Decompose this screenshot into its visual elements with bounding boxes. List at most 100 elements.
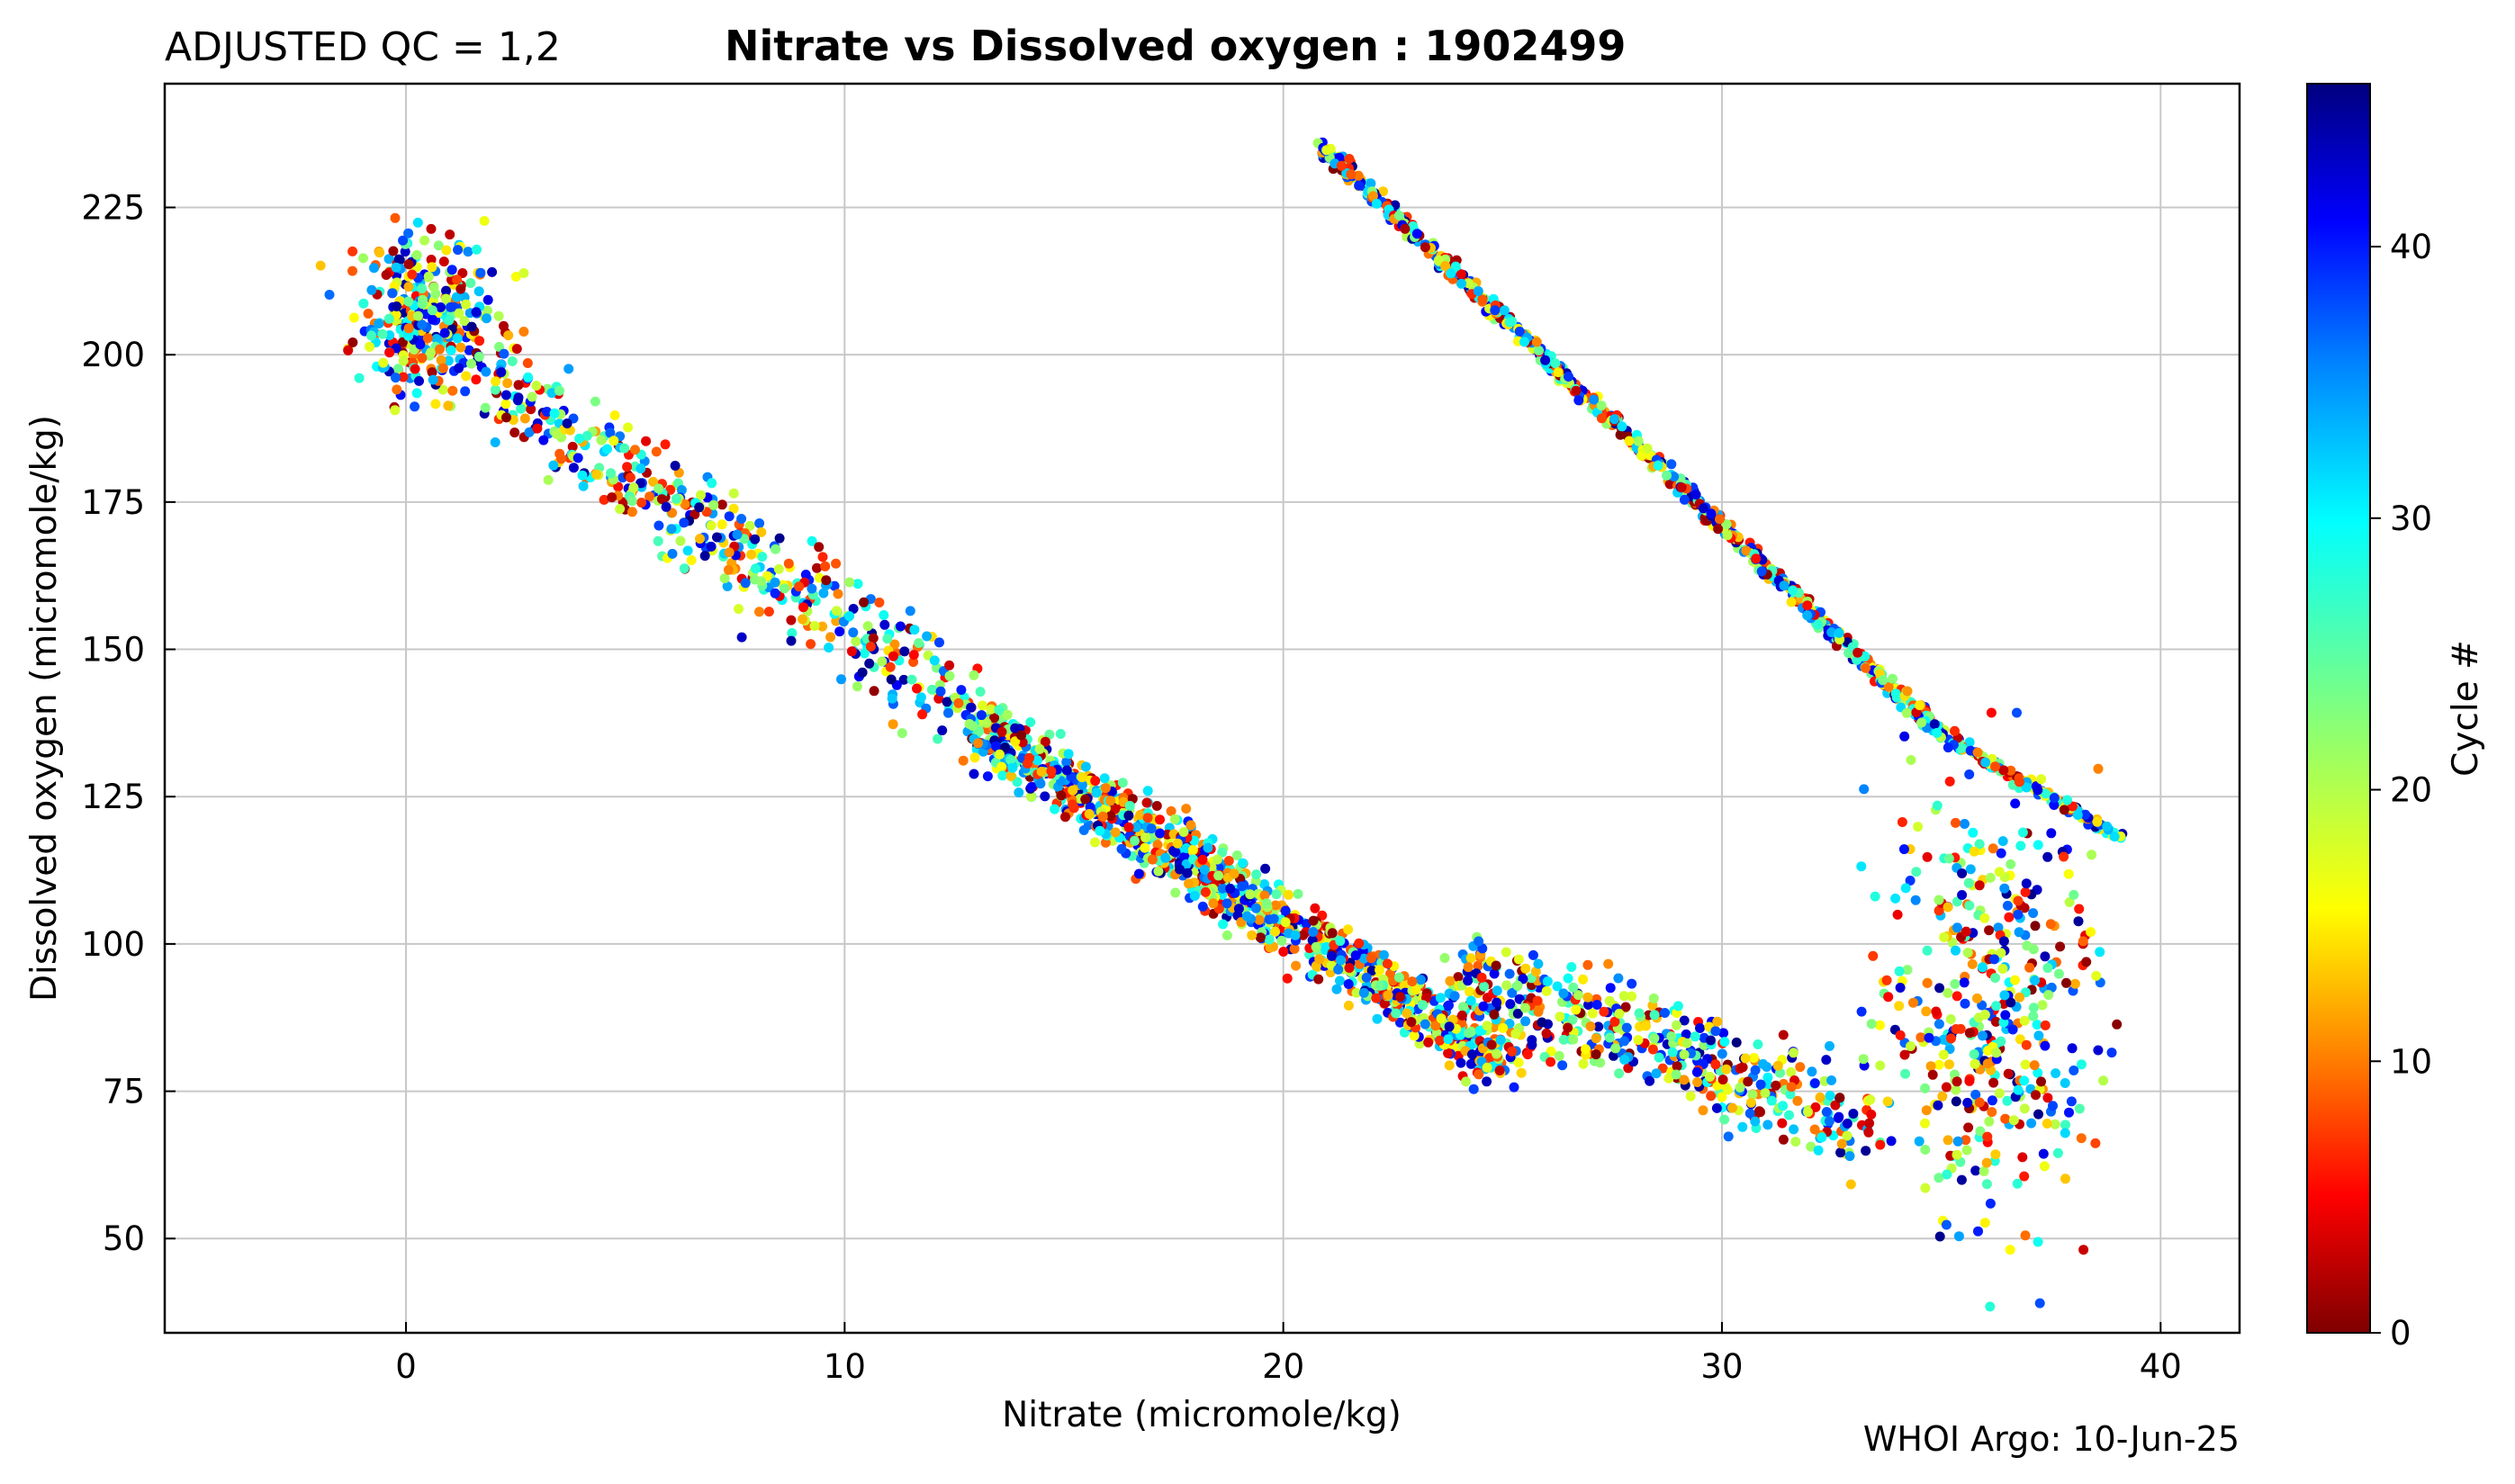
scatter-point: [460, 386, 471, 397]
scatter-point: [1238, 858, 1248, 868]
scatter-point: [1423, 1037, 1434, 1048]
scatter-point: [763, 607, 774, 617]
scatter-point: [1999, 990, 2010, 1001]
scatter-point: [1271, 889, 1282, 900]
scatter-point: [479, 216, 490, 226]
x-tick-label: 10: [824, 1347, 866, 1386]
scatter-point: [1981, 1179, 1992, 1190]
colorbar-gradient: [2306, 83, 2371, 1334]
scatter-point: [606, 468, 617, 479]
scatter-point: [625, 472, 636, 483]
scatter-point: [1979, 1218, 1990, 1228]
scatter-point: [1653, 460, 1663, 471]
scatter-point: [411, 388, 422, 399]
scatter-point: [1615, 429, 1626, 440]
scatter-point: [1308, 927, 1319, 937]
scatter-point: [786, 635, 797, 646]
scatter-point: [446, 265, 457, 275]
scatter-point: [1666, 1031, 1677, 1042]
scatter-point: [1212, 854, 1222, 865]
scatter-point: [1979, 1166, 1989, 1176]
scatter-point: [1825, 1091, 1835, 1101]
scatter-point: [398, 235, 409, 246]
scatter-points: [315, 137, 2128, 1312]
scatter-point: [324, 290, 335, 300]
scatter-point: [1185, 820, 1196, 831]
scatter-point: [724, 511, 735, 522]
scatter-point: [868, 633, 879, 643]
scatter-point: [1458, 1002, 1469, 1012]
scatter-point: [1861, 1146, 1871, 1156]
scatter-point: [596, 435, 607, 445]
scatter-point: [1790, 1137, 1801, 1147]
scatter-point: [441, 285, 451, 296]
scatter-point: [1321, 145, 1332, 156]
scatter-point: [1834, 1111, 1844, 1122]
scatter-point: [1289, 943, 1300, 954]
scatter-point: [1068, 799, 1078, 810]
scatter-point: [2092, 816, 2103, 827]
scatter-point: [527, 391, 537, 402]
scatter-point: [1771, 1080, 1781, 1091]
scatter-point: [712, 532, 722, 543]
scatter-point: [1910, 895, 1921, 905]
scatter-point: [1921, 1105, 1932, 1116]
scatter-point: [1541, 1028, 1552, 1039]
scatter-point: [2052, 1147, 2063, 1158]
scatter-point: [1620, 1002, 1631, 1012]
scatter-point: [1200, 886, 1211, 897]
scatter-point: [1564, 372, 1573, 382]
scatter-point: [1591, 1000, 1602, 1010]
scatter-point: [1727, 1102, 1737, 1113]
scatter-point: [1975, 1126, 1986, 1137]
scatter-point: [518, 268, 529, 278]
scatter-point: [1609, 1016, 1620, 1027]
scatter-point: [1237, 881, 1248, 892]
scatter-point: [1344, 963, 1355, 973]
scatter-point: [419, 235, 430, 246]
scatter-point: [519, 413, 530, 424]
scatter-point: [347, 337, 358, 347]
scatter-point: [1095, 825, 1105, 836]
scatter-point: [1372, 1013, 1383, 1024]
scatter-point: [413, 310, 423, 321]
scatter-point: [1378, 186, 1388, 197]
scatter-point: [381, 270, 392, 280]
scatter-point: [1895, 983, 1906, 993]
scatter-point: [1951, 1096, 1961, 1107]
scatter-point: [750, 534, 761, 544]
scatter-point: [897, 728, 907, 739]
scatter-point: [387, 288, 398, 299]
scatter-point: [2066, 1096, 2077, 1107]
scatter-point: [1140, 832, 1150, 843]
scatter-point: [454, 308, 464, 319]
scatter-point: [433, 240, 444, 251]
scatter-point: [1343, 1000, 1354, 1011]
scatter-point: [1922, 977, 1933, 988]
y-tick-label: 75: [103, 1073, 145, 1111]
scatter-point: [1516, 1067, 1527, 1078]
scatter-point: [2042, 1093, 2053, 1103]
scatter-point: [532, 423, 543, 434]
scatter-point: [1938, 1049, 1949, 1060]
scatter-point: [1346, 169, 1357, 180]
y-tick-label: 225: [81, 188, 145, 227]
scatter-point: [1474, 936, 1484, 947]
scatter-point: [431, 334, 442, 345]
scatter-point: [1991, 1048, 2002, 1058]
scatter-point: [493, 310, 504, 321]
scatter-point: [1986, 707, 1997, 718]
scatter-point: [2106, 1048, 2117, 1058]
scatter-point: [1901, 707, 1912, 718]
scatter-point: [1825, 1040, 1834, 1051]
y-tick-label: 175: [81, 483, 145, 522]
scatter-point: [2012, 707, 2022, 718]
scatter-point: [1998, 936, 2009, 947]
scatter-point: [1350, 950, 1361, 961]
scatter-point: [1908, 997, 1918, 1008]
x-tick-label: 40: [2140, 1347, 2182, 1386]
scatter-point: [1945, 1014, 1956, 1024]
scatter-point: [1895, 1030, 1906, 1040]
scatter-point: [1166, 805, 1176, 816]
scatter-point: [1633, 436, 1644, 446]
